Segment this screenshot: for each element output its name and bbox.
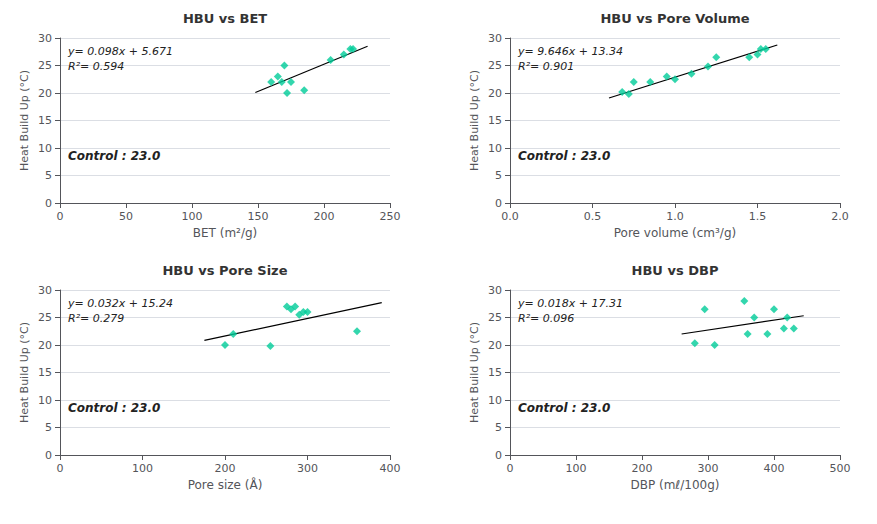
svg-text:R²= 0.901: R²= 0.901 xyxy=(518,60,574,73)
svg-text:200: 200 xyxy=(314,210,335,223)
svg-text:5: 5 xyxy=(495,169,502,182)
svg-text:0: 0 xyxy=(495,449,502,462)
svg-text:R²= 0.594: R²= 0.594 xyxy=(68,60,124,73)
svg-text:300: 300 xyxy=(698,462,719,475)
svg-text:500: 500 xyxy=(830,462,851,475)
svg-text:30: 30 xyxy=(488,32,502,45)
svg-text:50: 50 xyxy=(119,210,133,223)
svg-text:30: 30 xyxy=(38,284,52,297)
svg-text:0: 0 xyxy=(507,462,514,475)
svg-text:0: 0 xyxy=(495,197,502,210)
svg-text:15: 15 xyxy=(38,366,52,379)
svg-text:15: 15 xyxy=(488,366,502,379)
svg-text:200: 200 xyxy=(215,462,236,475)
svg-text:25: 25 xyxy=(488,59,502,72)
svg-text:30: 30 xyxy=(38,32,52,45)
svg-text:20: 20 xyxy=(488,87,502,100)
svg-text:y= 0.098x + 5.671: y= 0.098x + 5.671 xyxy=(67,45,173,58)
svg-text:100: 100 xyxy=(566,462,587,475)
svg-text:300: 300 xyxy=(297,462,318,475)
svg-text:2.0: 2.0 xyxy=(831,210,849,223)
svg-text:1.0: 1.0 xyxy=(666,210,684,223)
svg-text:25: 25 xyxy=(38,59,52,72)
svg-text:10: 10 xyxy=(38,394,52,407)
svg-text:250: 250 xyxy=(380,210,401,223)
svg-text:y= 0.032x + 15.24: y= 0.032x + 15.24 xyxy=(67,297,173,310)
svg-text:30: 30 xyxy=(488,284,502,297)
svg-text:Control : 23.0: Control : 23.0 xyxy=(518,149,610,163)
svg-text:400: 400 xyxy=(764,462,785,475)
svg-text:10: 10 xyxy=(488,142,502,155)
svg-text:BET (m²/g): BET (m²/g) xyxy=(193,226,257,240)
svg-text:10: 10 xyxy=(488,394,502,407)
svg-text:200: 200 xyxy=(632,462,653,475)
svg-text:100: 100 xyxy=(182,210,203,223)
svg-text:Control : 23.0: Control : 23.0 xyxy=(518,401,610,415)
svg-text:0: 0 xyxy=(57,210,64,223)
svg-text:15: 15 xyxy=(488,114,502,127)
svg-text:R²= 0.096: R²= 0.096 xyxy=(518,312,574,325)
svg-text:15: 15 xyxy=(38,114,52,127)
svg-text:1.5: 1.5 xyxy=(749,210,767,223)
svg-text:20: 20 xyxy=(38,87,52,100)
svg-text:20: 20 xyxy=(488,339,502,352)
svg-text:0.5: 0.5 xyxy=(584,210,602,223)
svg-text:25: 25 xyxy=(488,311,502,324)
svg-text:Pore size (Å): Pore size (Å) xyxy=(188,477,263,492)
svg-text:Control : 23.0: Control : 23.0 xyxy=(68,149,160,163)
svg-text:HBU vs BET: HBU vs BET xyxy=(183,11,267,26)
svg-text:0: 0 xyxy=(45,449,52,462)
svg-text:100: 100 xyxy=(132,462,153,475)
svg-text:5: 5 xyxy=(495,421,502,434)
svg-text:HBU vs Pore Volume: HBU vs Pore Volume xyxy=(600,11,749,26)
svg-text:Heat Build Up (°C): Heat Build Up (°C) xyxy=(468,70,481,171)
svg-text:20: 20 xyxy=(38,339,52,352)
svg-text:Heat Build Up (°C): Heat Build Up (°C) xyxy=(18,322,31,423)
svg-text:Heat Build Up (°C): Heat Build Up (°C) xyxy=(468,322,481,423)
svg-text:25: 25 xyxy=(38,311,52,324)
svg-text:HBU vs Pore Size: HBU vs Pore Size xyxy=(162,263,287,278)
svg-text:y= 0.018x + 17.31: y= 0.018x + 17.31 xyxy=(517,297,623,310)
svg-text:5: 5 xyxy=(45,169,52,182)
svg-text:5: 5 xyxy=(45,421,52,434)
svg-text:HBU vs DBP: HBU vs DBP xyxy=(632,263,719,278)
svg-text:0: 0 xyxy=(45,197,52,210)
svg-text:y= 9.646x + 13.34: y= 9.646x + 13.34 xyxy=(517,45,623,58)
svg-text:Control : 23.0: Control : 23.0 xyxy=(68,401,160,415)
svg-text:0: 0 xyxy=(57,462,64,475)
svg-text:DBP (mℓ/100g): DBP (mℓ/100g) xyxy=(630,478,719,492)
svg-text:R²= 0.279: R²= 0.279 xyxy=(68,312,124,325)
svg-text:Pore volume (cm³/g): Pore volume (cm³/g) xyxy=(614,226,736,240)
svg-text:400: 400 xyxy=(380,462,401,475)
svg-text:Heat Build Up (°C): Heat Build Up (°C) xyxy=(18,70,31,171)
svg-text:150: 150 xyxy=(248,210,269,223)
svg-text:0.0: 0.0 xyxy=(501,210,519,223)
svg-text:10: 10 xyxy=(38,142,52,155)
